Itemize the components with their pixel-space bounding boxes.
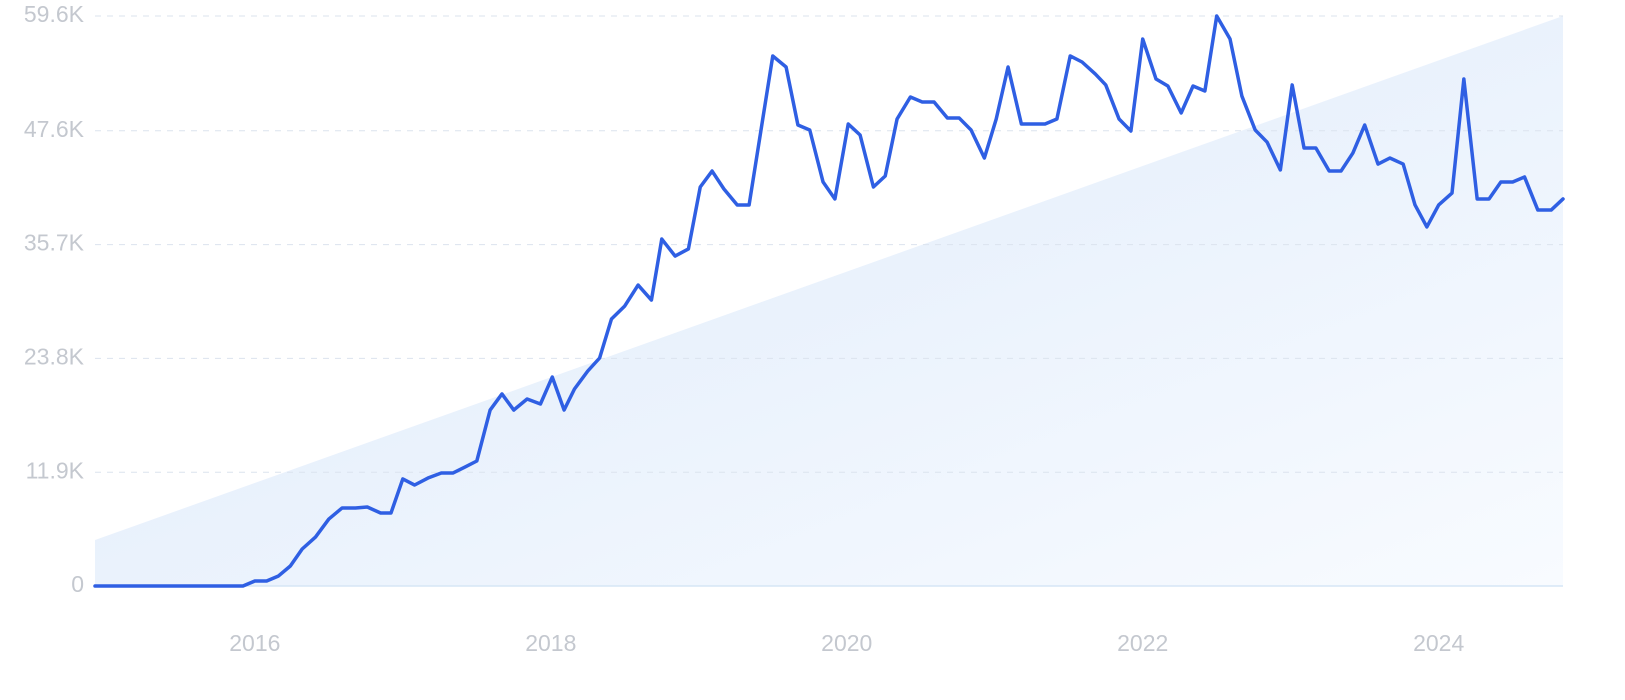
- x-tick-label: 2024: [1413, 630, 1464, 656]
- y-tick-label: 59.6K: [24, 1, 85, 27]
- x-tick-label: 2022: [1117, 630, 1168, 656]
- x-tick-label: 2016: [229, 630, 280, 656]
- background-wedge: [95, 16, 1563, 586]
- y-tick-label: 0: [71, 571, 84, 597]
- x-tick-label: 2018: [525, 630, 576, 656]
- y-tick-label: 11.9K: [26, 457, 85, 483]
- x-tick-label: 2020: [821, 630, 872, 656]
- series-line: [93, 14, 1565, 588]
- y-tick-label: 47.6K: [24, 116, 85, 142]
- y-tick-label: 35.7K: [24, 230, 85, 256]
- y-tick-label: 23.8K: [24, 343, 85, 369]
